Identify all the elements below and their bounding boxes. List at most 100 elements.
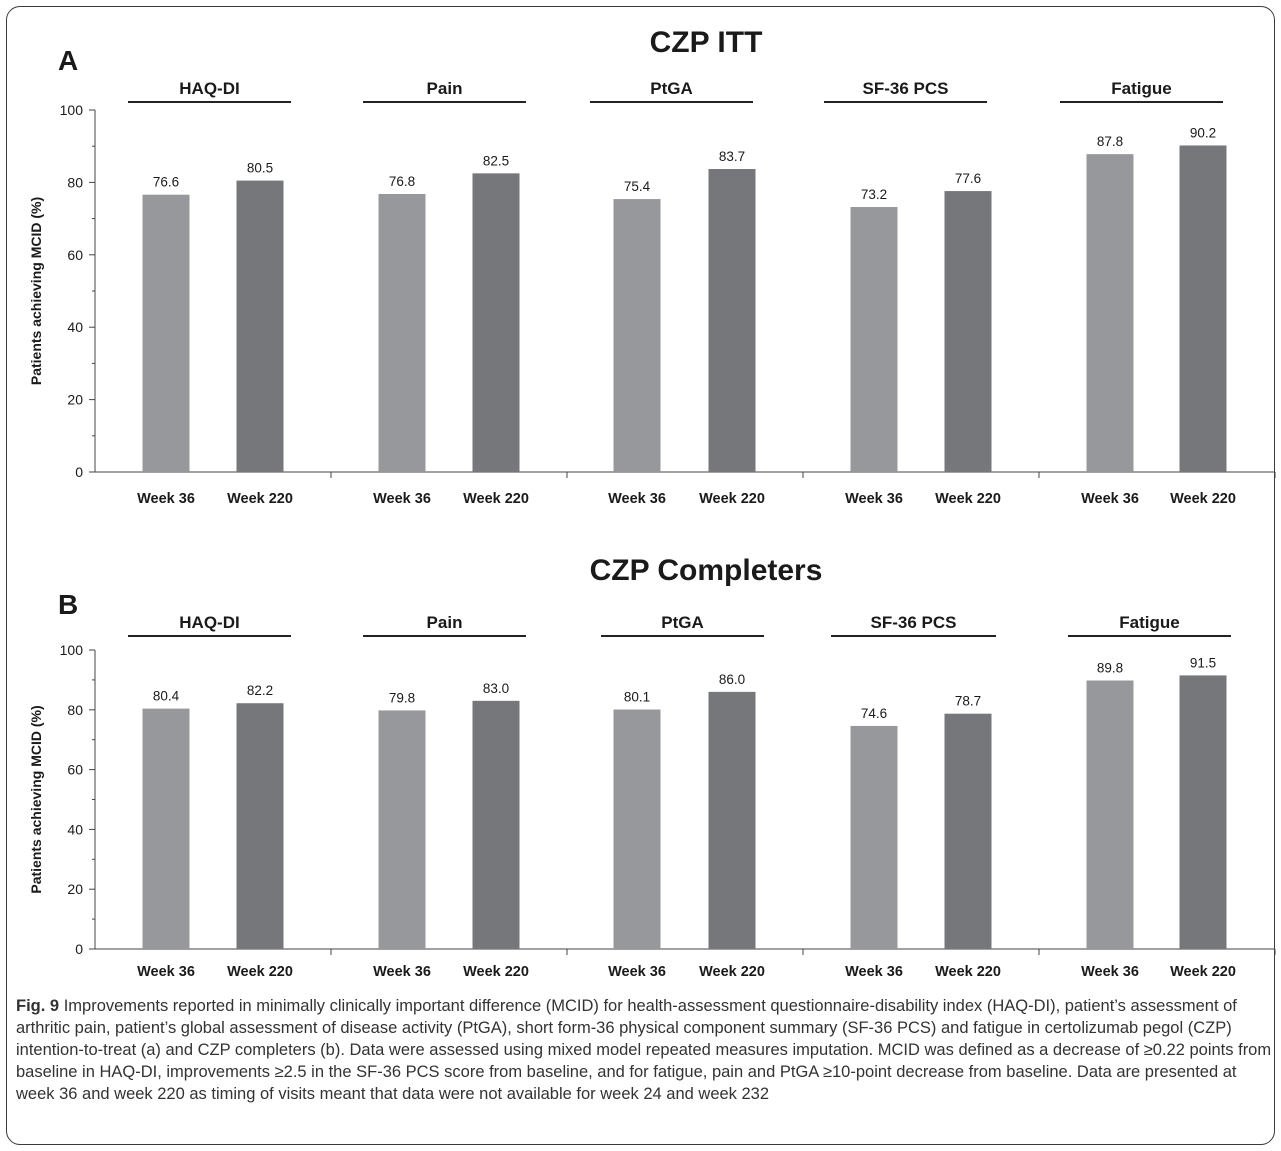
x-tick-label: Week 220 bbox=[463, 491, 529, 507]
bar-value-label: 82.2 bbox=[247, 683, 273, 698]
group-header: Fatigue bbox=[1111, 79, 1171, 98]
bar-value-label: 73.2 bbox=[861, 187, 887, 202]
chart-title: CZP ITT bbox=[650, 26, 763, 59]
bar-value-label: 82.5 bbox=[483, 153, 509, 168]
x-tick-label: Week 220 bbox=[1170, 491, 1236, 507]
panel-label: A bbox=[58, 45, 78, 76]
bar bbox=[944, 713, 992, 949]
bar-value-label: 87.8 bbox=[1097, 134, 1123, 149]
y-tick-label: 80 bbox=[67, 702, 83, 718]
y-tick-label: 40 bbox=[67, 319, 83, 335]
bar bbox=[378, 193, 426, 472]
bar-value-label: 83.7 bbox=[719, 149, 745, 164]
figure-chart: CZP ITT A Patients achieving MCID (%) 0 20 40… bbox=[28, 26, 1276, 980]
bar bbox=[708, 169, 756, 473]
y-tick-label: 60 bbox=[67, 247, 83, 263]
y-axis-label: Patients achieving MCID (%) bbox=[28, 705, 44, 893]
bar-value-label: 89.8 bbox=[1097, 660, 1123, 675]
figure-frame bbox=[6, 6, 1275, 1145]
bar-group-pain: Pain 76.8 Week 36 82.5 Week 220 bbox=[363, 79, 529, 507]
bar-group-haq-di: HAQ-DI 80.4 Week 36 82.2 Week 220 bbox=[128, 613, 293, 980]
chart-panel-b: CZP Completers B Patients achieving MCID (… bbox=[28, 554, 1276, 980]
bar bbox=[1086, 154, 1134, 472]
bar bbox=[944, 191, 992, 472]
bar bbox=[472, 700, 520, 949]
x-tick-label: Week 220 bbox=[1170, 964, 1236, 980]
x-tick-label: Week 36 bbox=[137, 491, 195, 507]
bar bbox=[708, 691, 756, 949]
x-tick-label: Week 36 bbox=[373, 964, 431, 980]
bar bbox=[850, 207, 898, 473]
x-tick-label: Week 220 bbox=[227, 491, 293, 507]
y-tick-label: 20 bbox=[67, 392, 83, 408]
y-tick-label: 0 bbox=[75, 464, 83, 480]
y-tick-label: 0 bbox=[75, 941, 83, 957]
bar-value-label: 80.4 bbox=[153, 689, 180, 704]
bar-value-label: 90.2 bbox=[1190, 125, 1216, 140]
x-tick-label: Week 36 bbox=[137, 964, 195, 980]
y-tick-label: 60 bbox=[67, 762, 83, 778]
bar bbox=[1179, 675, 1227, 949]
bar-group-fatigue: Fatigue 87.8 Week 36 90.2 Week 220 bbox=[1060, 79, 1236, 507]
bar-value-label: 86.0 bbox=[719, 672, 745, 687]
x-tick-label: Week 36 bbox=[845, 491, 903, 507]
bar-group-sf-36-pcs: SF-36 PCS 73.2 Week 36 77.6 Week 220 bbox=[824, 79, 1001, 507]
figure-caption: Fig. 9 Improvements reported in minimall… bbox=[16, 995, 1272, 1105]
bar-value-label: 78.7 bbox=[955, 694, 981, 709]
y-tick-label: 80 bbox=[67, 174, 83, 190]
x-tick-label: Week 220 bbox=[699, 964, 765, 980]
x-tick-label: Week 36 bbox=[373, 491, 431, 507]
bar-value-label: 77.6 bbox=[955, 171, 981, 186]
bar bbox=[236, 180, 284, 472]
bar-value-label: 76.8 bbox=[389, 174, 415, 189]
bar-group-pain: Pain 79.8 Week 36 83.0 Week 220 bbox=[363, 613, 529, 980]
bar-group-sf-36-pcs: SF-36 PCS 74.6 Week 36 78.7 Week 220 bbox=[831, 613, 1001, 980]
bar bbox=[613, 199, 661, 472]
bar-value-label: 79.8 bbox=[389, 690, 415, 705]
bar-value-label: 91.5 bbox=[1190, 655, 1216, 670]
x-tick-label: Week 220 bbox=[935, 964, 1001, 980]
x-tick-label: Week 36 bbox=[608, 964, 666, 980]
bar bbox=[1086, 680, 1134, 949]
y-axis-label: Patients achieving MCID (%) bbox=[28, 197, 44, 385]
bar bbox=[142, 194, 190, 472]
x-tick-label: Week 220 bbox=[463, 964, 529, 980]
group-header: Pain bbox=[427, 613, 463, 632]
bar bbox=[472, 173, 520, 472]
group-header: PtGA bbox=[661, 613, 704, 632]
y-tick-label: 20 bbox=[67, 881, 83, 897]
group-header: HAQ-DI bbox=[179, 79, 239, 98]
group-header: SF-36 PCS bbox=[871, 613, 957, 632]
bar-value-label: 75.4 bbox=[624, 179, 651, 194]
group-header: Pain bbox=[427, 79, 463, 98]
bar bbox=[850, 725, 898, 949]
bar-value-label: 76.6 bbox=[153, 175, 179, 190]
x-tick-label: Week 36 bbox=[1081, 964, 1139, 980]
bar-value-label: 80.5 bbox=[247, 161, 273, 176]
bar-value-label: 74.6 bbox=[861, 706, 887, 721]
bar bbox=[142, 708, 190, 949]
bar-group-ptga: PtGA 80.1 Week 36 86.0 Week 220 bbox=[601, 613, 765, 980]
bar bbox=[378, 710, 426, 949]
bar-value-label: 83.0 bbox=[483, 681, 509, 696]
x-tick-label: Week 220 bbox=[935, 491, 1001, 507]
chart-panel-a: CZP ITT A Patients achieving MCID (%) 0 20 40… bbox=[28, 26, 1276, 507]
bar-group-ptga: PtGA 75.4 Week 36 83.7 Week 220 bbox=[590, 79, 765, 507]
y-tick-label: 40 bbox=[67, 821, 83, 837]
x-tick-label: Week 220 bbox=[227, 964, 293, 980]
x-tick-label: Week 220 bbox=[699, 491, 765, 507]
group-header: HAQ-DI bbox=[179, 613, 239, 632]
y-tick-label: 100 bbox=[60, 642, 84, 658]
bar-group-fatigue: Fatigue 89.8 Week 36 91.5 Week 220 bbox=[1068, 613, 1236, 980]
group-header: Fatigue bbox=[1119, 613, 1179, 632]
y-tick-label: 100 bbox=[60, 102, 84, 118]
bar bbox=[236, 703, 284, 949]
group-header: PtGA bbox=[650, 79, 693, 98]
chart-title: CZP Completers bbox=[590, 554, 823, 587]
x-tick-label: Week 36 bbox=[845, 964, 903, 980]
x-tick-label: Week 36 bbox=[1081, 491, 1139, 507]
caption-text: Improvements reported in minimally clini… bbox=[16, 997, 1272, 1103]
group-header: SF-36 PCS bbox=[863, 79, 949, 98]
bar bbox=[1179, 145, 1227, 472]
panel-label: B bbox=[58, 589, 78, 620]
